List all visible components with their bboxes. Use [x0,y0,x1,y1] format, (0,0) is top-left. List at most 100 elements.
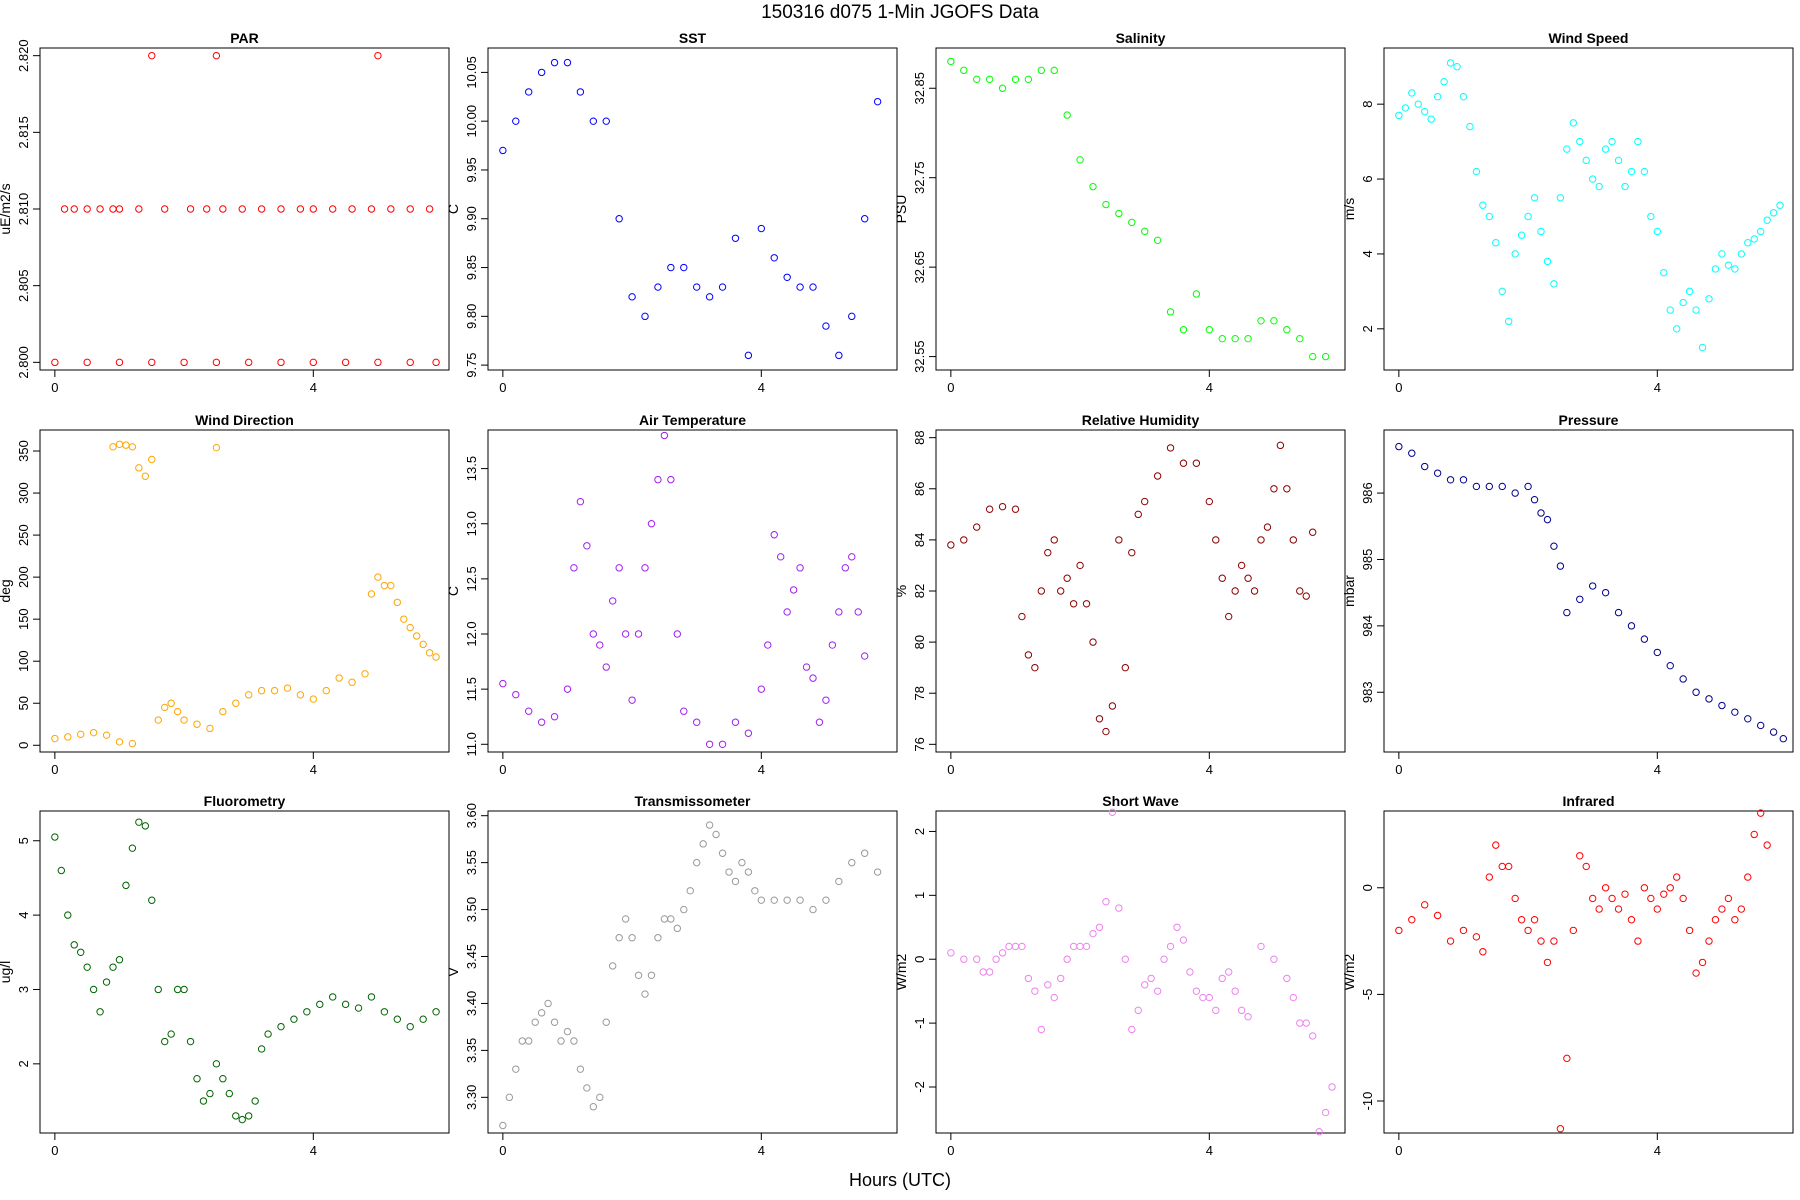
sst-data-point [628,293,636,301]
pressure-data-point [1459,476,1468,484]
transmissometer-data-point [680,905,688,914]
pressure-y-tick-label: 984 [1360,615,1375,637]
air-temperature-data-point [550,713,559,721]
sst-data-point [757,224,766,233]
par-y-tick-label: 2.815 [16,116,31,149]
transmissometer-data-point [641,990,649,998]
wind-speed-data-point [1576,137,1584,146]
transmissometer-data-point [602,1018,610,1026]
fluorometry-data-point [141,822,150,830]
sst-data-point [783,273,791,282]
wind-speed-x-tick-label: 4 [1654,380,1661,395]
short-wave-x-tick-label: 4 [1206,1143,1213,1158]
fluorometry-x-tick-label: 0 [51,1143,58,1158]
wind-direction-data-point [161,703,169,712]
infrared-data-point [1634,937,1642,945]
fluorometry-data-point [154,985,162,994]
par-data-point [115,205,124,213]
fluorometry-data-point [77,948,85,956]
short-wave-data-point [1186,968,1194,976]
infrared-data-point [1666,884,1674,892]
sst-data-point [602,117,610,125]
wind-speed-data-point [1550,280,1558,288]
salinity-data-point [1076,156,1084,164]
panel-salinity: Salinity 0 4 32.55 32.65 32.75 32.85 PSU [893,30,1346,395]
fluorometry-y-tick-label: 3 [16,986,31,993]
transmissometer-y-tick-label: 3.40 [464,991,479,1016]
infrared-data-point [1485,873,1494,881]
par-data-point [219,205,227,213]
pressure-data-point [1563,608,1571,617]
fluorometry-data-point [206,1089,214,1098]
fluorometry-x-tick-label: 4 [310,1143,317,1158]
fluorometry-data-point [341,1000,350,1009]
sst-data-point [667,263,675,272]
salinity-data-point [1037,66,1046,75]
wind-direction-data-point [102,731,111,739]
short-wave-data-point [947,949,955,957]
short-wave-data-point [1115,904,1123,912]
transmissometer-data-point [731,877,740,886]
infrared-data-point [1660,890,1668,898]
wind-direction-data-point [212,443,221,452]
transmissometer-y-tick-label: 3.50 [464,897,479,922]
infrared-data-point [1731,916,1739,924]
fluorometry-data-point [161,1037,169,1046]
wind-direction-data-point [77,730,85,739]
par-x-tick-label: 0 [51,380,58,395]
transmissometer-y-tick-label: 3.45 [464,944,479,969]
wind-speed-data-point [1776,201,1784,209]
short-wave-data-point [1231,987,1239,995]
air-temperature-data-point [654,475,662,484]
par-y-tick-label: 2.820 [16,39,31,72]
transmissometer-data-point [537,1009,546,1017]
infrared-plot-frame [1383,810,1794,1134]
air-temperature-data-point [731,718,740,726]
panel-air-temperature: Air Temperature 0 4 11.0 11.5 12.0 12.5 13.0 13.… [445,412,898,777]
sst-data-point [589,117,598,125]
wind-direction-data-point [141,472,150,480]
relative-humidity-data-point [985,505,994,513]
panel-infrared: Infrared 0 4 -10 -5 0 W/m2 [1341,793,1794,1158]
wind-speed-data-point [1446,59,1455,67]
transmissometer-data-point [673,924,682,933]
pressure-data-point [1588,582,1597,590]
wind-speed-data-point [1647,212,1655,221]
fluorometry-data-point [51,833,59,841]
infrared-data-point [1517,916,1526,924]
infrared-data-point [1744,873,1752,881]
wind-direction-y-tick-label: 0 [16,742,31,749]
transmissometer-data-point [589,1103,598,1111]
fluorometry-data-point [432,1008,440,1016]
wind-speed-y-tick-label: 4 [1360,250,1375,257]
infrared-data-point [1433,911,1442,920]
short-wave-data-point [1147,974,1155,983]
transmissometer-data-point [835,877,843,886]
salinity-data-point [1244,334,1252,343]
infrared-data-point [1421,901,1429,909]
fluorometry-title: Fluorometry [204,793,286,809]
wind-direction-data-point [283,684,292,692]
fluorometry-data-point [328,993,337,1001]
transmissometer-data-point [525,1037,533,1045]
wind-speed-data-point [1737,250,1746,258]
fluorometry-data-point [167,1030,175,1038]
panel-wind-speed: Wind Speed 0 4 2 4 6 8 m/s [1341,30,1794,395]
transmissometer-data-point [744,868,753,876]
par-data-point [148,51,156,60]
wind-direction-data-point [244,691,253,699]
salinity-data-point [1166,308,1175,316]
relative-humidity-y-tick-label: 80 [912,635,927,649]
relative-humidity-data-point [947,541,955,549]
air-temperature-x-tick-label: 0 [499,762,506,777]
par-data-point [115,358,124,367]
wind-speed-data-point [1395,111,1403,120]
relative-humidity-data-point [1166,444,1175,452]
sst-y-tick-label: 10.05 [464,56,479,89]
air-temperature-data-point [621,630,630,638]
par-data-point [328,205,337,213]
fluorometry-y-tick-label: 2 [16,1060,31,1067]
relative-humidity-x-tick-label: 0 [947,762,954,777]
infrared-x-tick-label: 0 [1395,1143,1402,1158]
transmissometer-data-point [725,868,733,876]
